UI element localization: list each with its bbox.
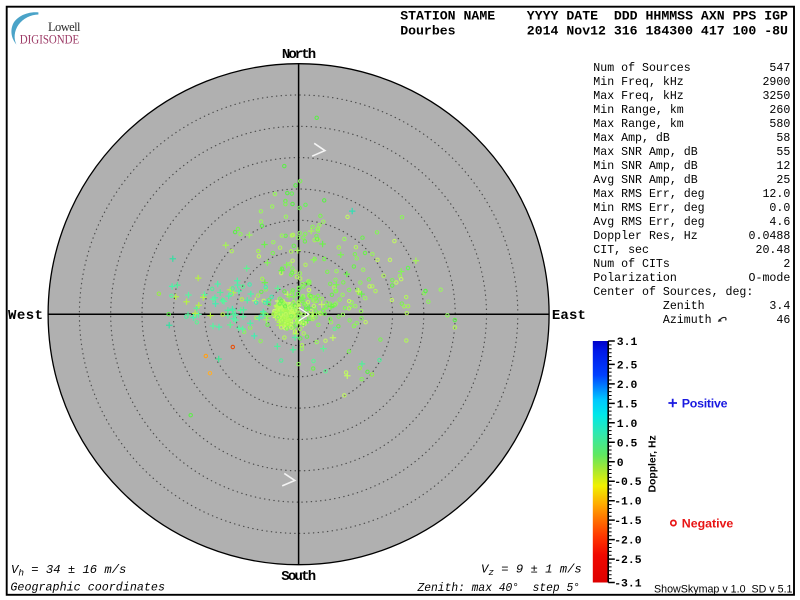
svg-text:Doppler Res, Hz: Doppler Res, Hz bbox=[593, 230, 697, 243]
svg-text:Max SNR Amp, dB: Max SNR Amp, dB bbox=[593, 146, 697, 159]
svg-text:Azimuth: Azimuth bbox=[593, 314, 711, 327]
svg-text:Max Freq, kHz: Max Freq, kHz bbox=[593, 90, 683, 103]
svg-text:West: West bbox=[8, 308, 43, 324]
svg-text:Min Freq, kHz: Min Freq, kHz bbox=[593, 76, 683, 89]
svg-text:0.0488: 0.0488 bbox=[749, 230, 791, 243]
svg-text:1.5: 1.5 bbox=[617, 399, 638, 411]
svg-text:South: South bbox=[281, 569, 316, 585]
svg-text:O-mode: O-mode bbox=[749, 272, 791, 285]
svg-text:3.1: 3.1 bbox=[617, 337, 638, 349]
svg-text:-2.0: -2.0 bbox=[614, 536, 642, 548]
svg-text:Zenith: Zenith bbox=[593, 300, 704, 313]
svg-text:Num of Sources: Num of Sources bbox=[593, 62, 690, 75]
svg-text:Num of CITs: Num of CITs bbox=[593, 258, 670, 271]
svg-text:0.0: 0.0 bbox=[769, 202, 790, 215]
svg-text:Lowell: Lowell bbox=[48, 20, 81, 34]
svg-text:Dourbes 2014 Nov12 316: Dourbes 2014 Nov12 316 184300 417 100 -8… bbox=[400, 23, 788, 38]
svg-text:3250: 3250 bbox=[762, 90, 790, 103]
svg-text:0: 0 bbox=[617, 458, 624, 470]
svg-text:0.5: 0.5 bbox=[617, 438, 638, 450]
svg-text:547: 547 bbox=[769, 62, 790, 75]
svg-text:STATION NAME YYYY DATE DDD: STATION NAME YYYY DATE DDD HHMMSS AXN PP… bbox=[400, 8, 788, 23]
svg-text:Min SNR Amp, dB: Min SNR Amp, dB bbox=[593, 160, 697, 173]
svg-text:Geographic coordinates: Geographic coordinates bbox=[10, 581, 165, 595]
svg-text:Min Range, km: Min Range, km bbox=[593, 104, 683, 117]
svg-text:North: North bbox=[282, 47, 316, 63]
svg-text:Zenith: max 40° step 5°: Zenith: max 40° step 5° bbox=[417, 582, 580, 595]
svg-text:1.0: 1.0 bbox=[617, 419, 638, 431]
svg-text:Avg SNR Amp, dB: Avg SNR Amp, dB bbox=[593, 174, 697, 187]
svg-text:260: 260 bbox=[769, 104, 790, 117]
svg-text:-1.0: -1.0 bbox=[614, 497, 642, 509]
svg-text:2900: 2900 bbox=[762, 76, 790, 89]
svg-text:25: 25 bbox=[776, 174, 790, 187]
svg-text:Positive: Positive bbox=[682, 396, 728, 410]
svg-text:4.6: 4.6 bbox=[769, 216, 790, 229]
svg-text:2.5: 2.5 bbox=[617, 360, 638, 372]
svg-text:DIGISONDE: DIGISONDE bbox=[20, 32, 79, 47]
svg-text:-2.5: -2.5 bbox=[614, 555, 642, 567]
svg-text:Negative: Negative bbox=[682, 516, 734, 530]
svg-text:-3.1: -3.1 bbox=[614, 579, 642, 591]
svg-text:-0.5: -0.5 bbox=[614, 477, 642, 489]
svg-text:ShowSkymap v 1.0 SD v 5.1: ShowSkymap v 1.0 SD v 5.1 bbox=[654, 584, 793, 596]
svg-text:580: 580 bbox=[769, 118, 790, 131]
svg-text:Max Amp, dB: Max Amp, dB bbox=[593, 132, 670, 145]
svg-text:Max RMS Err, deg: Max RMS Err, deg bbox=[593, 188, 704, 201]
svg-text:-1.5: -1.5 bbox=[614, 516, 642, 528]
svg-text:58: 58 bbox=[776, 132, 790, 145]
svg-text:2.0: 2.0 bbox=[617, 380, 638, 392]
svg-text:12.0: 12.0 bbox=[762, 188, 790, 201]
svg-text:2: 2 bbox=[783, 258, 790, 271]
svg-text:3.4: 3.4 bbox=[769, 300, 790, 313]
svg-text:55: 55 bbox=[776, 146, 790, 159]
svg-text:20.48: 20.48 bbox=[756, 244, 791, 257]
svg-text:Polarization: Polarization bbox=[593, 272, 677, 285]
svg-text:Doppler, Hz: Doppler, Hz bbox=[648, 435, 659, 492]
svg-text:Vh = 34 ± 16 m/s: Vh = 34 ± 16 m/s bbox=[11, 563, 126, 579]
svg-text:Min RMS Err, deg: Min RMS Err, deg bbox=[593, 202, 704, 215]
svg-text:46: 46 bbox=[776, 314, 790, 327]
svg-text:East: East bbox=[552, 308, 586, 324]
svg-text:Max Range, km: Max Range, km bbox=[593, 118, 683, 131]
svg-text:12: 12 bbox=[776, 160, 790, 173]
svg-text:CIT, sec: CIT, sec bbox=[593, 244, 649, 257]
svg-text:Avg RMS Err, deg: Avg RMS Err, deg bbox=[593, 216, 704, 229]
svg-text:Center of Sources, deg:: Center of Sources, deg: bbox=[593, 286, 753, 299]
svg-text:Vz = 9 ± 1 m/s: Vz = 9 ± 1 m/s bbox=[481, 563, 582, 579]
